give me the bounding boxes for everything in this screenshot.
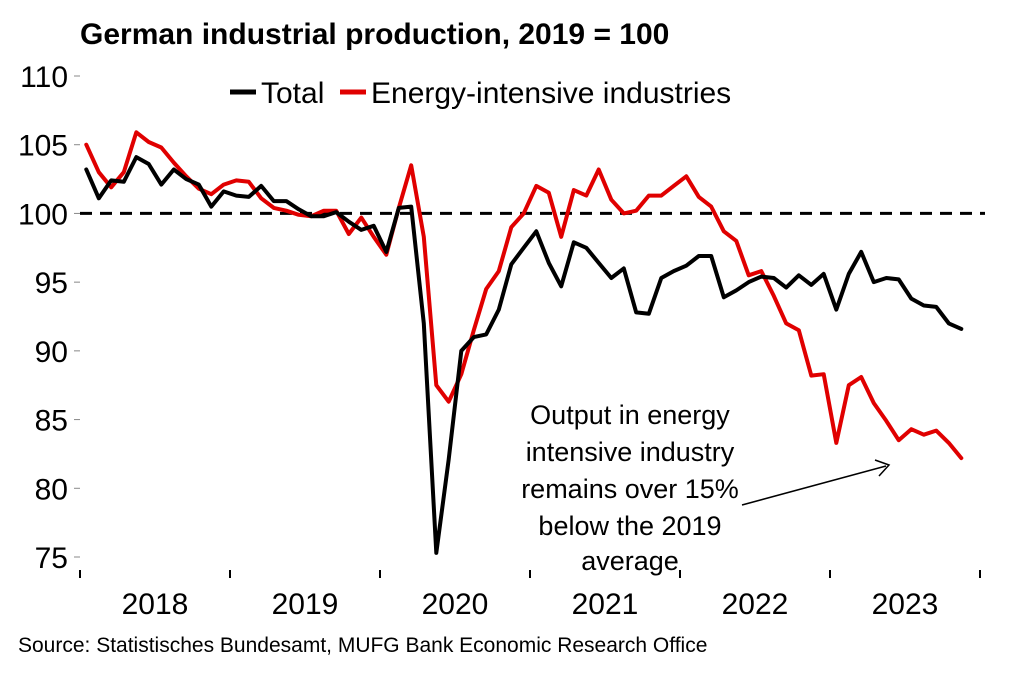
y-axis: 75 80 85 90 95 100 105 110 [18,61,80,575]
annotation-line-5: average [581,546,679,576]
annotation-arrow [741,465,887,506]
series-line-energy-intensive [84,130,964,461]
x-tick-label: 2019 [272,588,339,621]
x-axis: 2018 2019 2020 2021 2022 2023 [79,570,981,621]
source-note: Source: Statistisches Bundesamt, MUFG Ba… [18,634,708,657]
legend-label-total: Total [261,77,324,110]
series-group [84,130,964,555]
x-tick-label: 2023 [872,588,939,621]
annotation-line-1: Output in energy [530,400,730,430]
annotation: Output in energy intensive industry rema… [521,400,891,576]
y-tick-label: 95 [35,267,68,300]
series-line-total [84,155,964,555]
x-tick-label: 2021 [572,588,639,621]
annotation-arrowhead [874,459,891,477]
annotation-line-4: below the 2019 [538,511,721,541]
chart-title: German industrial production, 2019 = 100 [80,18,669,51]
y-tick-label: 80 [35,473,68,506]
x-tick-label: 2022 [722,588,789,621]
annotation-line-2: intensive industry [526,437,735,467]
chart: German industrial production, 2019 = 100… [18,18,985,621]
y-tick-label: 105 [18,130,68,163]
legend-label-energy: Energy-intensive industries [371,77,731,110]
annotation-line-3: remains over 15% [521,474,739,504]
x-tick-label: 2018 [122,588,189,621]
legend: Total Energy-intensive industries [230,77,731,110]
y-tick-label: 100 [18,198,68,231]
y-tick-label: 90 [35,336,68,369]
y-tick-label: 75 [35,542,68,575]
y-tick-label: 85 [35,405,68,438]
y-tick-label: 110 [20,61,68,94]
x-tick-label: 2020 [422,588,489,621]
